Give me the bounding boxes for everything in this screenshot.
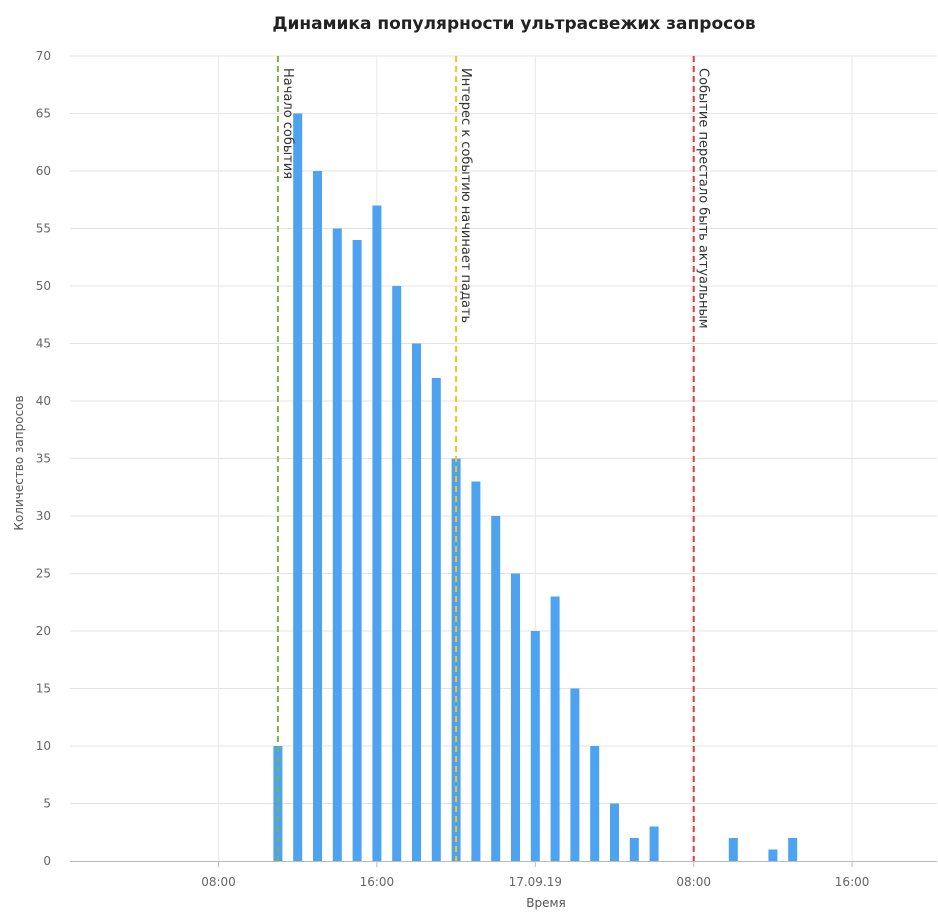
y-tick-label: 45 (36, 337, 51, 351)
bar (372, 205, 382, 861)
bar (590, 746, 600, 861)
bar (610, 803, 619, 861)
bar (491, 516, 501, 861)
bar (392, 286, 402, 861)
bar (788, 838, 798, 861)
y-axis: 0 5 10 15 20 25 30 35 40 45 50 55 60 65 70 (36, 49, 51, 868)
y-tick-label: 25 (36, 567, 51, 581)
y-tick-label: 20 (36, 624, 51, 638)
bar (412, 343, 421, 861)
y-axis-label: Количество запросов (12, 395, 26, 530)
bar-series (273, 113, 798, 861)
y-tick-label: 70 (36, 49, 51, 63)
y-tick-label: 55 (36, 222, 51, 236)
bar (273, 746, 283, 861)
x-tick-label: 08:00 (201, 875, 236, 889)
x-tick-label: 16:00 (835, 875, 870, 889)
y-tick-label: 50 (36, 279, 51, 293)
x-axis-label: Время (526, 896, 566, 910)
bar (332, 228, 342, 861)
gridlines (70, 55, 937, 861)
bar (629, 838, 639, 861)
bar (471, 481, 481, 861)
y-tick-label: 35 (36, 452, 51, 466)
bar (511, 573, 520, 861)
bar (293, 113, 303, 861)
y-tick-label: 5 (43, 797, 51, 811)
y-tick-label: 0 (43, 854, 51, 868)
bar (550, 596, 560, 861)
annotation-label: Интерес к событию начинает падать (458, 68, 473, 323)
y-tick-label: 10 (36, 739, 51, 753)
bar (570, 688, 580, 861)
bar (431, 378, 441, 861)
event-annotations: Начало события Интерес к событию начинает… (276, 56, 711, 861)
bar (530, 631, 540, 861)
bar (313, 171, 322, 861)
x-tick-label: 16:00 (360, 875, 395, 889)
chart-title: Динамика популярности ультрасвежих запро… (272, 14, 756, 34)
bar (768, 849, 778, 861)
y-tick-label: 65 (36, 107, 51, 121)
y-tick-label: 40 (36, 394, 51, 408)
y-tick-label: 30 (36, 509, 51, 523)
y-tick-label: 15 (36, 682, 51, 696)
x-axis: 08:00 16:00 17.09.19 08:00 16:00 (70, 861, 937, 889)
bar (649, 826, 659, 861)
x-tick-label: 08:00 (676, 875, 711, 889)
annotation-label: Начало события (280, 68, 295, 179)
y-tick-label: 60 (36, 164, 51, 178)
bar (352, 240, 362, 861)
bar (728, 838, 738, 861)
annotation-label: Событие перестало быть актуальным (696, 68, 711, 329)
x-tick-label: 17.09.19 (509, 875, 562, 889)
